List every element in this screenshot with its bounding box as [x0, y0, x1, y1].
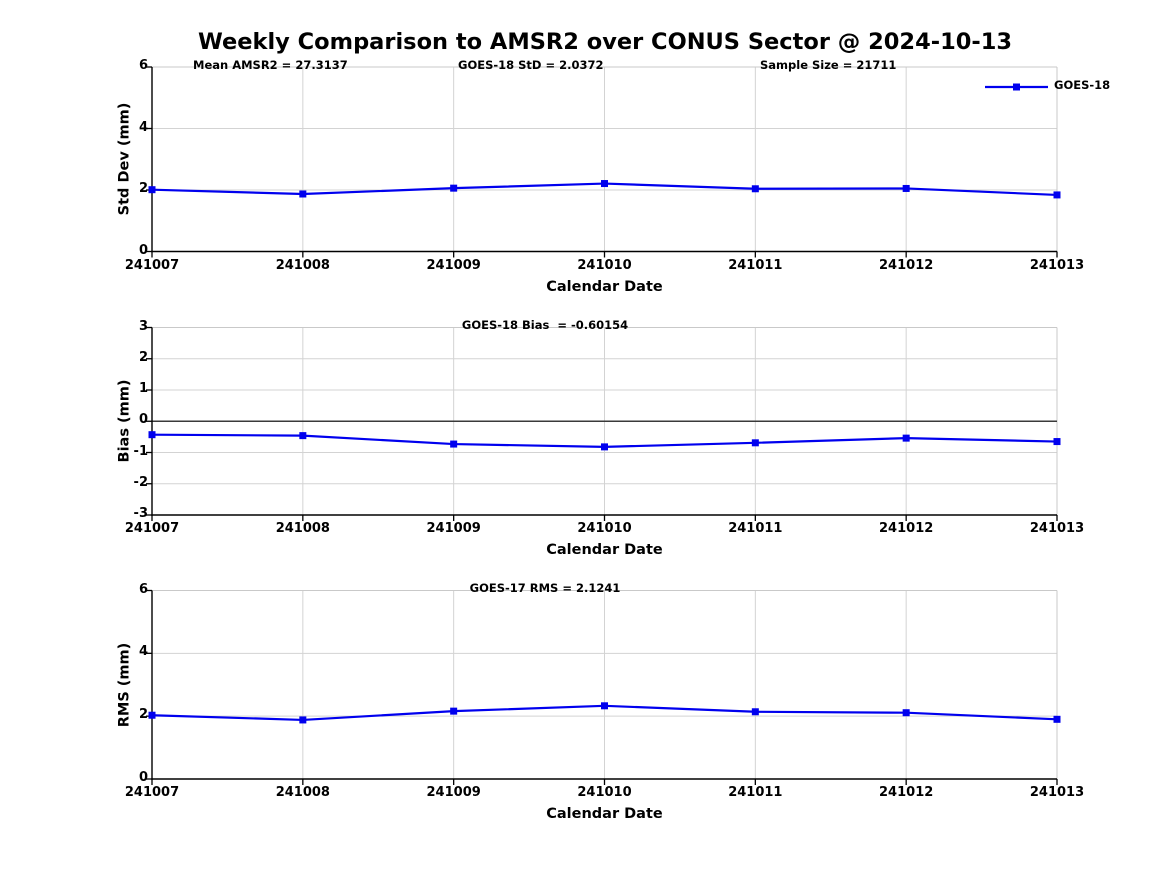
- y-tick-label: 4: [138, 119, 148, 135]
- x-tick-label: 241012: [879, 521, 934, 536]
- x-tick-label: 241008: [275, 257, 330, 273]
- y-tick-label: -1: [133, 443, 148, 459]
- x-tick-label: 241008: [275, 785, 330, 800]
- data-marker: [902, 709, 910, 717]
- data-marker: [1053, 715, 1061, 723]
- y-tick-label: 2: [138, 181, 148, 196]
- y-tick-label: 0: [138, 412, 148, 428]
- data-marker: [148, 431, 156, 439]
- y-tick-label: 0: [138, 770, 148, 785]
- legend-marker-sample: [1013, 83, 1020, 91]
- panel-annotation: Mean AMSR2 = 27.3137: [193, 57, 348, 72]
- data-marker: [1053, 191, 1061, 199]
- legend-label: GOES-18: [1054, 78, 1111, 92]
- x-tick-label: 241007: [124, 521, 180, 536]
- data-marker: [1053, 438, 1061, 446]
- x-tick-label: 241010: [577, 785, 632, 800]
- data-marker: [148, 186, 156, 194]
- data-marker: [299, 432, 307, 440]
- x-tick-label: 241013: [1029, 521, 1085, 536]
- axis-label-x: Calendar Date: [546, 542, 663, 558]
- axis-label-x: Calendar Date: [546, 806, 663, 822]
- panel-annotation: GOES-17 RMS = 2.1241: [469, 581, 621, 595]
- axis-label-y: Bias (mm): [116, 379, 133, 463]
- data-marker: [902, 434, 910, 442]
- y-tick-label: 2: [138, 349, 148, 365]
- x-tick-label: 241010: [577, 257, 632, 273]
- data-marker: [450, 440, 458, 448]
- y-tick-label: 4: [138, 644, 148, 660]
- y-tick-label: -3: [133, 506, 148, 521]
- x-tick-label: 241007: [124, 785, 180, 800]
- x-tick-label: 241009: [426, 257, 481, 273]
- x-tick-label: 241013: [1029, 785, 1085, 800]
- panel-annotation: Sample Size = 21711: [760, 57, 897, 72]
- data-marker: [299, 716, 307, 724]
- data-marker: [601, 180, 608, 188]
- x-tick-label: 241011: [728, 785, 783, 800]
- data-marker: [148, 711, 156, 719]
- x-tick-label: 241009: [426, 521, 481, 536]
- data-marker: [751, 708, 759, 716]
- y-tick-label: 2: [138, 707, 148, 723]
- panel-annotation: GOES-18 StD = 2.0372: [458, 57, 604, 72]
- y-tick-label: 3: [138, 318, 148, 334]
- data-marker: [450, 707, 458, 715]
- panel-annotation: GOES-18 Bias = -0.60154: [461, 318, 629, 332]
- y-tick-label: -2: [133, 474, 148, 490]
- data-marker: [299, 190, 307, 198]
- x-tick-label: 241008: [275, 521, 330, 536]
- x-tick-label: 241010: [577, 521, 632, 536]
- x-tick-label: 241011: [728, 257, 783, 273]
- x-tick-label: 241007: [124, 257, 180, 273]
- x-tick-label: 241011: [728, 521, 783, 536]
- y-tick-label: 6: [138, 581, 148, 597]
- axis-label-x: Calendar Date: [546, 278, 663, 295]
- chart-title: Weekly Comparison to AMSR2 over CONUS Se…: [197, 29, 1013, 55]
- x-tick-label: 241012: [879, 257, 934, 273]
- data-marker: [601, 443, 608, 451]
- x-tick-label: 241009: [426, 785, 481, 800]
- data-marker: [751, 185, 759, 193]
- data-marker: [450, 184, 458, 192]
- axis-label-y: Std Dev (mm): [116, 102, 133, 216]
- data-marker: [601, 702, 608, 710]
- data-marker: [751, 439, 759, 447]
- x-tick-label: 241013: [1029, 257, 1085, 273]
- y-tick-label: 0: [138, 242, 148, 258]
- axis-label-y: RMS (mm): [116, 642, 133, 728]
- x-tick-label: 241012: [879, 785, 934, 800]
- data-marker: [902, 184, 910, 192]
- y-tick-label: 6: [138, 58, 148, 73]
- y-tick-label: 1: [138, 381, 148, 396]
